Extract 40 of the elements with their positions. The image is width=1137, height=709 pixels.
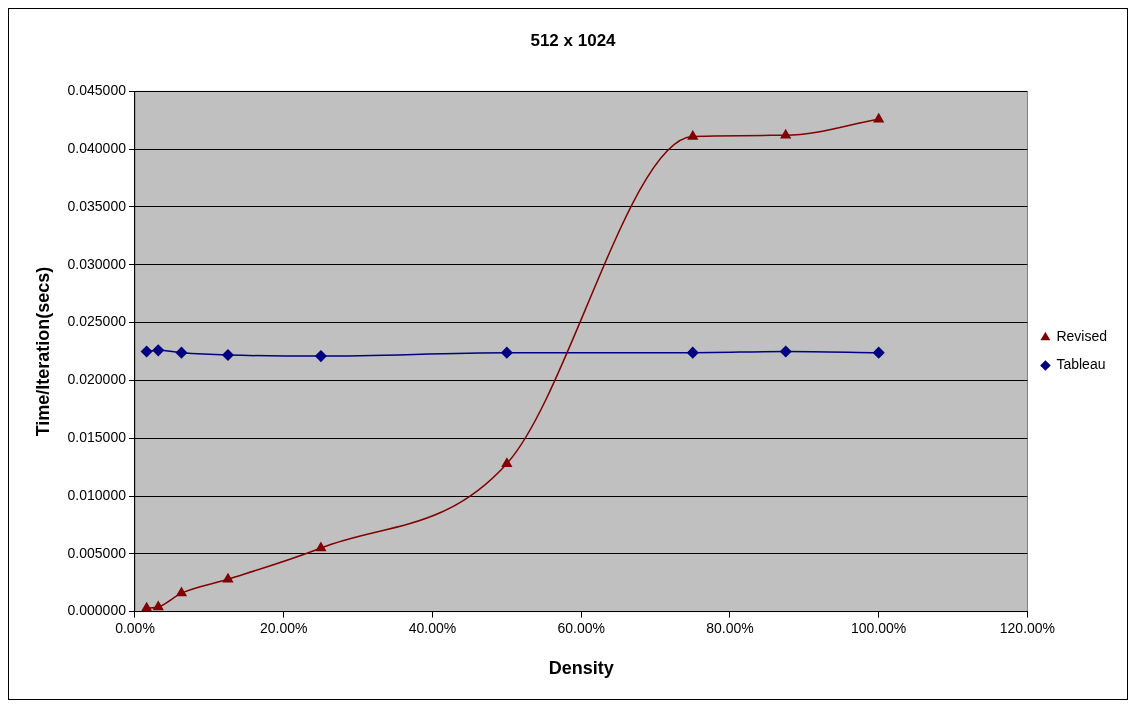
- x-tick-label: 20.00%: [259, 619, 308, 636]
- x-axis-title: Density: [548, 658, 614, 679]
- point: [872, 346, 885, 359]
- point: [780, 129, 791, 139]
- y-tick-label: 0.020000: [67, 371, 127, 388]
- point: [175, 346, 188, 359]
- y-tick-label: 0.015000: [67, 429, 127, 446]
- y-tick-label: 0.010000: [67, 486, 127, 503]
- point: [779, 345, 792, 358]
- legend-label: Tableau: [1056, 356, 1106, 373]
- y-tick-label: 0.040000: [67, 140, 127, 157]
- y-tick-label: 0.000000: [67, 602, 127, 619]
- point: [687, 130, 698, 140]
- x-tick-label: 60.00%: [557, 619, 605, 636]
- point: [501, 457, 512, 467]
- point: [152, 344, 164, 357]
- y-axis-title: Time/Iteration(secs): [32, 266, 53, 437]
- point: [222, 349, 234, 361]
- y-tick-label: 0.025000: [67, 313, 127, 330]
- x-tick-label: 120.00%: [999, 619, 1056, 636]
- y-tick-label: 0.030000: [67, 255, 127, 272]
- chart-title: 512 x 1024: [530, 30, 617, 50]
- point: [141, 602, 152, 612]
- point: [315, 542, 326, 552]
- y-tick-label: 0.005000: [67, 544, 127, 561]
- x-tick-label: 40.00%: [408, 619, 457, 636]
- legend-label: Revised: [1056, 328, 1108, 345]
- point: [222, 573, 234, 583]
- y-tick-label: 0.035000: [67, 197, 127, 214]
- point: [140, 345, 153, 358]
- point: [153, 601, 164, 611]
- point: [687, 346, 699, 359]
- x-tick-label: 100.00%: [851, 619, 907, 636]
- y-tick-label: 0.045000: [67, 82, 127, 99]
- point: [501, 346, 513, 359]
- point: [315, 350, 327, 362]
- x-tick-label: 0.00%: [115, 619, 155, 636]
- x-tick-label: 80.00%: [706, 619, 754, 636]
- point: [873, 113, 884, 123]
- point: [176, 587, 187, 597]
